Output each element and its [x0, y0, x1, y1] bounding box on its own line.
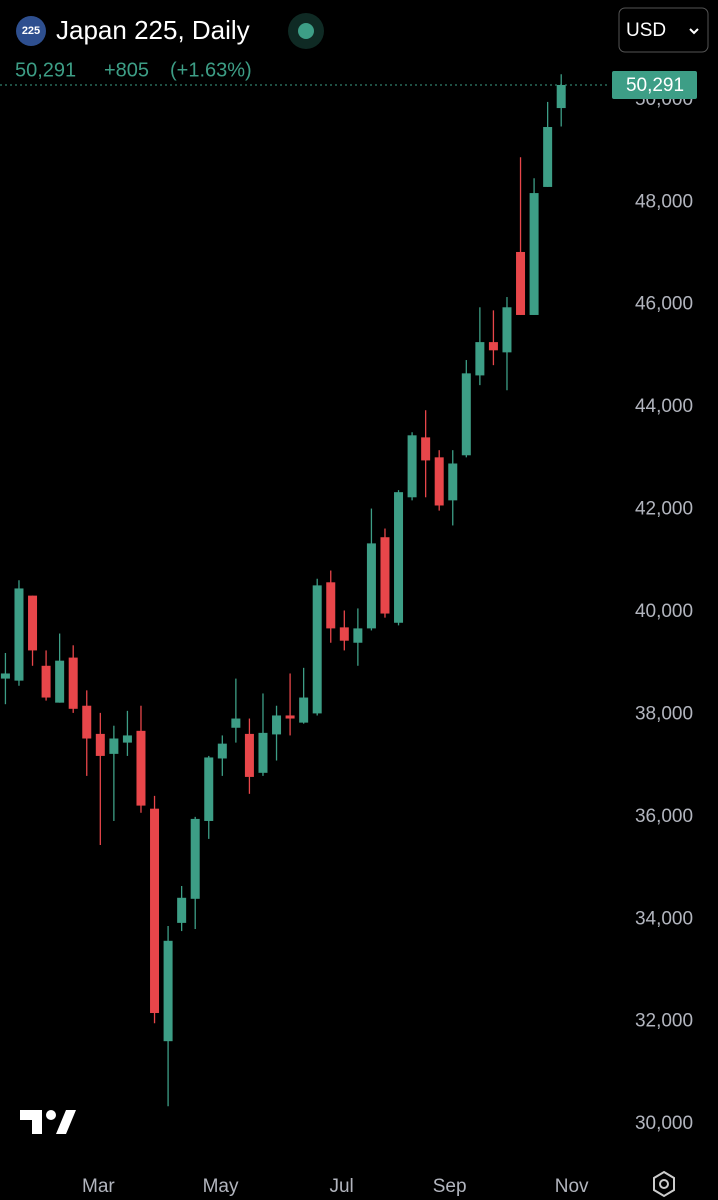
candle-body: [516, 251, 526, 315]
candle-body: [285, 715, 295, 719]
candle-body: [258, 732, 268, 773]
candle-body: [312, 585, 322, 714]
candle-body: [421, 437, 431, 461]
candle-body: [122, 735, 132, 743]
candle-body: [353, 628, 363, 643]
currency-label: USD: [626, 20, 666, 41]
x-tick-label: Sep: [433, 1176, 467, 1197]
candle-body: [502, 307, 512, 353]
plot: 30,000 32,000 34,000 36,000 38,000 40,000 42,0…: [0, 70, 697, 1197]
y-tick-label: 40,000: [635, 601, 693, 622]
candle-body: [366, 543, 376, 629]
candle-body: [14, 588, 24, 681]
candle-body: [136, 730, 146, 806]
x-tick-label: Mar: [82, 1176, 115, 1197]
candle-body: [529, 193, 539, 315]
candle-body: [217, 743, 227, 759]
candle-body: [204, 757, 214, 821]
y-tick-label: 32,000: [635, 1011, 693, 1032]
currency-dropdown[interactable]: [618, 7, 709, 53]
settings-icon-center: [659, 1179, 669, 1189]
candle-body: [448, 463, 458, 501]
candle-body: [109, 738, 119, 754]
candle-body: [95, 733, 105, 756]
candle-body: [461, 373, 471, 456]
x-tick-label: Jul: [329, 1176, 353, 1197]
y-tick-label: 44,000: [635, 396, 693, 417]
y-tick-label: 42,000: [635, 499, 693, 520]
candle-body: [556, 84, 566, 109]
last-price-tag: [612, 70, 697, 99]
candle-body: [407, 435, 417, 498]
candle-body: [434, 457, 444, 506]
candle-body: [150, 808, 160, 1014]
price-change-pct: (+1.63%): [170, 59, 252, 81]
dropdown-chevron: [689, 28, 699, 35]
symbol-title: Japan 225, Daily: [56, 15, 250, 45]
settings-button[interactable]: [653, 1170, 675, 1198]
y-tick-label: 46,000: [635, 294, 693, 315]
candle-body: [475, 342, 485, 376]
last-price: 50,291: [15, 59, 76, 81]
y-tick-label: 38,000: [635, 703, 693, 724]
candle-body: [380, 537, 390, 614]
candle-body: [190, 818, 200, 899]
candle-body: [326, 582, 336, 629]
candle-body: [272, 715, 282, 735]
candle-body: [163, 940, 173, 1042]
candle-body: [177, 897, 187, 923]
candle-body: [339, 627, 349, 641]
candle-body: [488, 342, 498, 351]
last-price-tag-label: 50,291: [626, 75, 684, 96]
y-tick-label: 34,000: [635, 908, 693, 929]
y-tick-label: 36,000: [635, 806, 693, 827]
symbol-logo: [16, 16, 46, 46]
candle-body: [543, 127, 553, 187]
candle-body: [299, 697, 309, 723]
price-change: +805: [104, 59, 149, 81]
y-tick-label: 48,000: [635, 191, 693, 212]
candle-body: [41, 665, 51, 698]
tradingview-logo: [20, 1110, 76, 1134]
x-tick-label: May: [203, 1176, 239, 1197]
status-dot: [298, 23, 314, 39]
candle-body: [394, 492, 404, 623]
candle-body: [55, 660, 65, 703]
candle-body: [231, 718, 241, 728]
candle-body: [28, 595, 38, 651]
candle-body: [68, 657, 78, 709]
x-tick-label: Nov: [555, 1176, 589, 1197]
candle-body: [0, 673, 10, 679]
candle-body: [82, 705, 92, 739]
candle-body: [244, 733, 254, 777]
y-tick-label: 30,000: [635, 1113, 693, 1134]
symbol-logo-text: 225: [22, 25, 40, 37]
